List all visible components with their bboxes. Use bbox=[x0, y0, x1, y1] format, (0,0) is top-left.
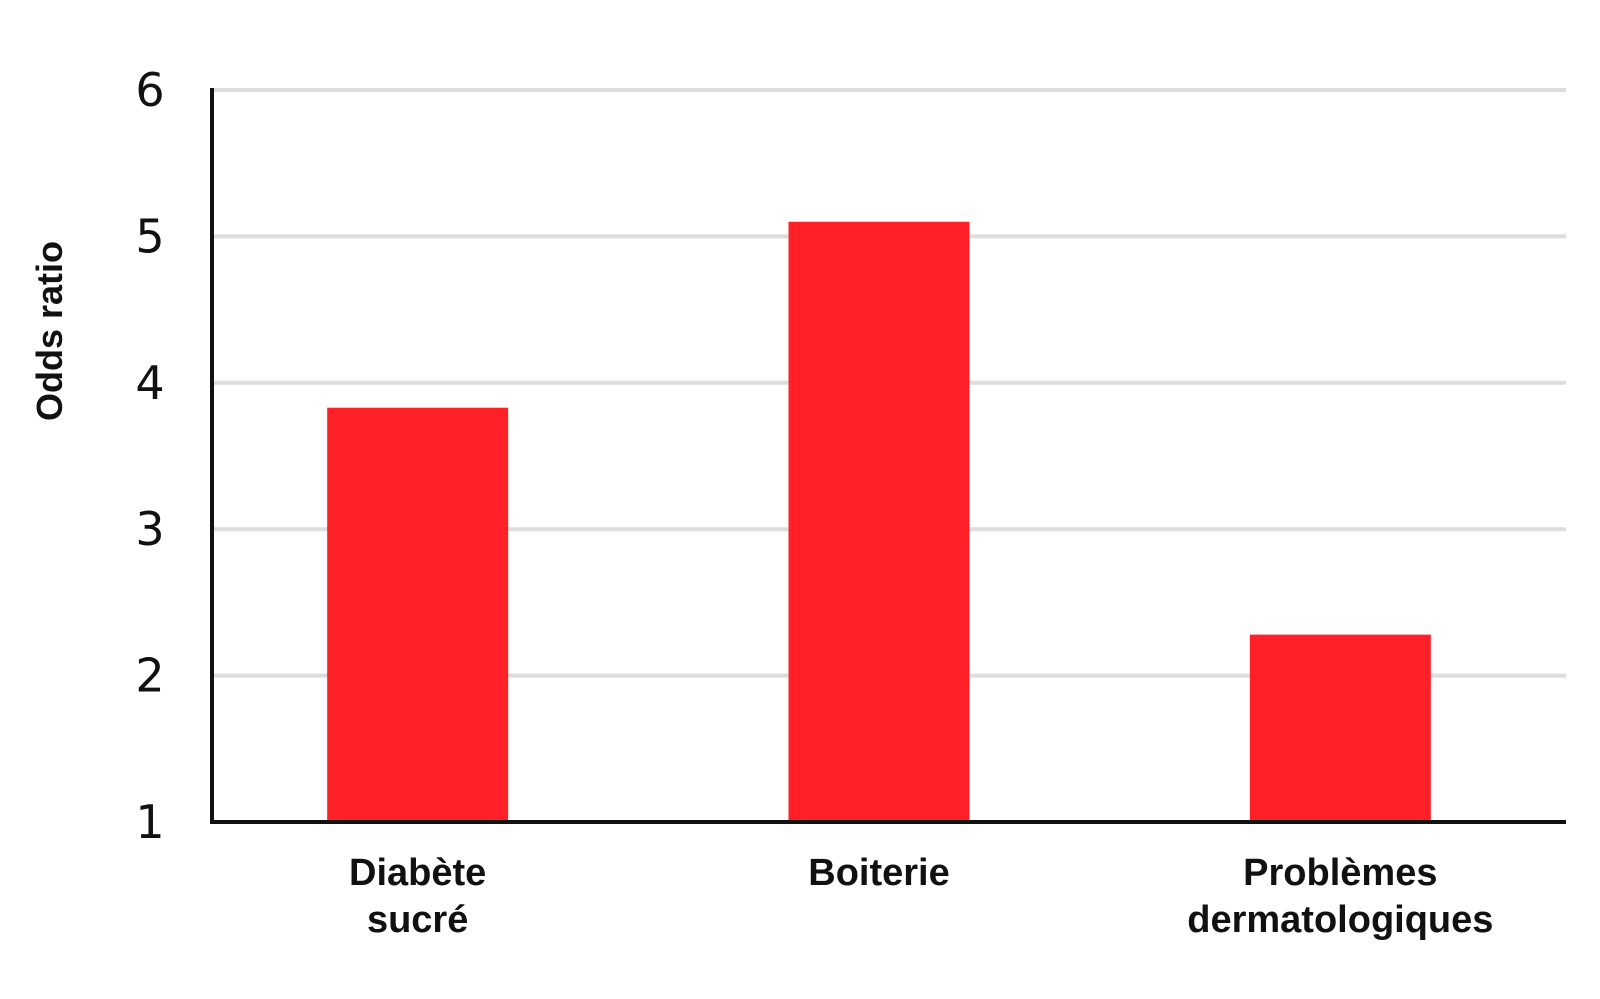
bar-0 bbox=[327, 407, 509, 822]
y-tick-label-5: 5 bbox=[135, 209, 164, 263]
x-category-label-2: Problèmes dermatologiques bbox=[1187, 852, 1493, 941]
bar-1 bbox=[788, 221, 970, 822]
y-tick-label-2: 2 bbox=[135, 649, 164, 703]
bars bbox=[327, 221, 1431, 822]
y-tick-label-3: 3 bbox=[135, 502, 164, 556]
x-category-labels: Diabète sucré Boiterie Problèmes dermatologi… bbox=[349, 852, 1493, 941]
y-axis-title: Odds ratio bbox=[29, 241, 70, 421]
x-category-label-1: Boiterie bbox=[808, 852, 949, 894]
bar-2 bbox=[1249, 634, 1431, 822]
y-tick-label-4: 4 bbox=[135, 356, 164, 410]
y-tick-label-6: 6 bbox=[135, 63, 164, 117]
x-category-label-0: Diabète sucré bbox=[349, 852, 486, 941]
y-tick-label-1: 1 bbox=[135, 795, 164, 849]
axes bbox=[210, 88, 1566, 824]
y-tick-labels: 1 2 3 4 5 6 bbox=[135, 63, 164, 849]
